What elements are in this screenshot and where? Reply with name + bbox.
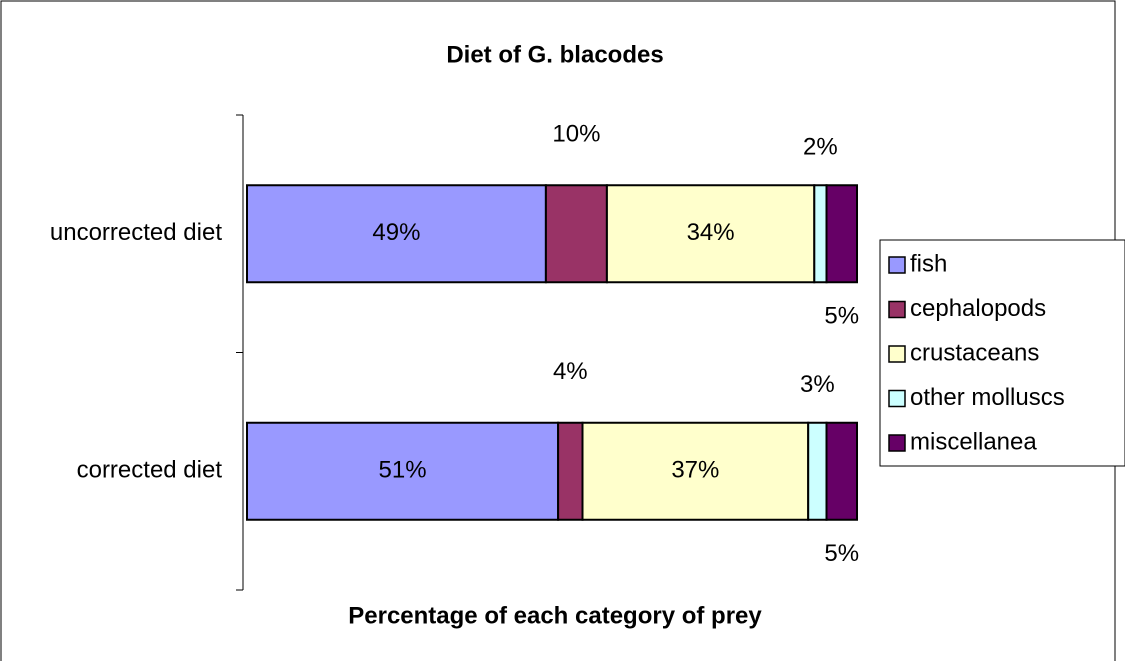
chart-title: Diet of G. blacodes <box>446 41 663 68</box>
data-label: 3% <box>800 371 835 398</box>
data-label: 5% <box>824 540 859 567</box>
bar-segment <box>544 184 608 284</box>
legend-swatch <box>888 345 906 363</box>
legend-swatch <box>888 256 906 274</box>
legend-label: other molluscs <box>910 384 1065 411</box>
data-label: 37% <box>671 457 719 484</box>
legend-label: cephalopods <box>910 295 1046 322</box>
data-label: 4% <box>553 358 588 385</box>
legend-label: miscellanea <box>910 428 1037 455</box>
data-label: 2% <box>803 134 838 161</box>
data-label: 49% <box>372 219 420 246</box>
legend-swatch <box>888 389 906 408</box>
bar-segment <box>557 421 584 521</box>
legend <box>879 239 1125 467</box>
y-tick-label: corrected diet <box>77 457 223 484</box>
legend-swatch <box>888 434 906 452</box>
bar-segment <box>825 421 858 521</box>
data-label: 10% <box>552 121 600 148</box>
legend-swatch <box>888 300 906 319</box>
bar-segment <box>825 184 858 284</box>
data-label: 51% <box>379 457 427 484</box>
legend-label: crustaceans <box>910 339 1039 366</box>
y-tick-label: uncorrected diet <box>50 219 222 246</box>
bar-segment <box>807 421 828 521</box>
legend-label: fish <box>910 250 947 277</box>
bar-segment <box>246 421 560 521</box>
bar-segment <box>581 421 810 521</box>
data-label: 34% <box>687 219 735 246</box>
bar-segment <box>813 184 828 284</box>
x-axis-label: Percentage of each category of prey <box>348 602 762 629</box>
data-label: 5% <box>824 303 859 330</box>
bar-segment <box>605 184 816 284</box>
